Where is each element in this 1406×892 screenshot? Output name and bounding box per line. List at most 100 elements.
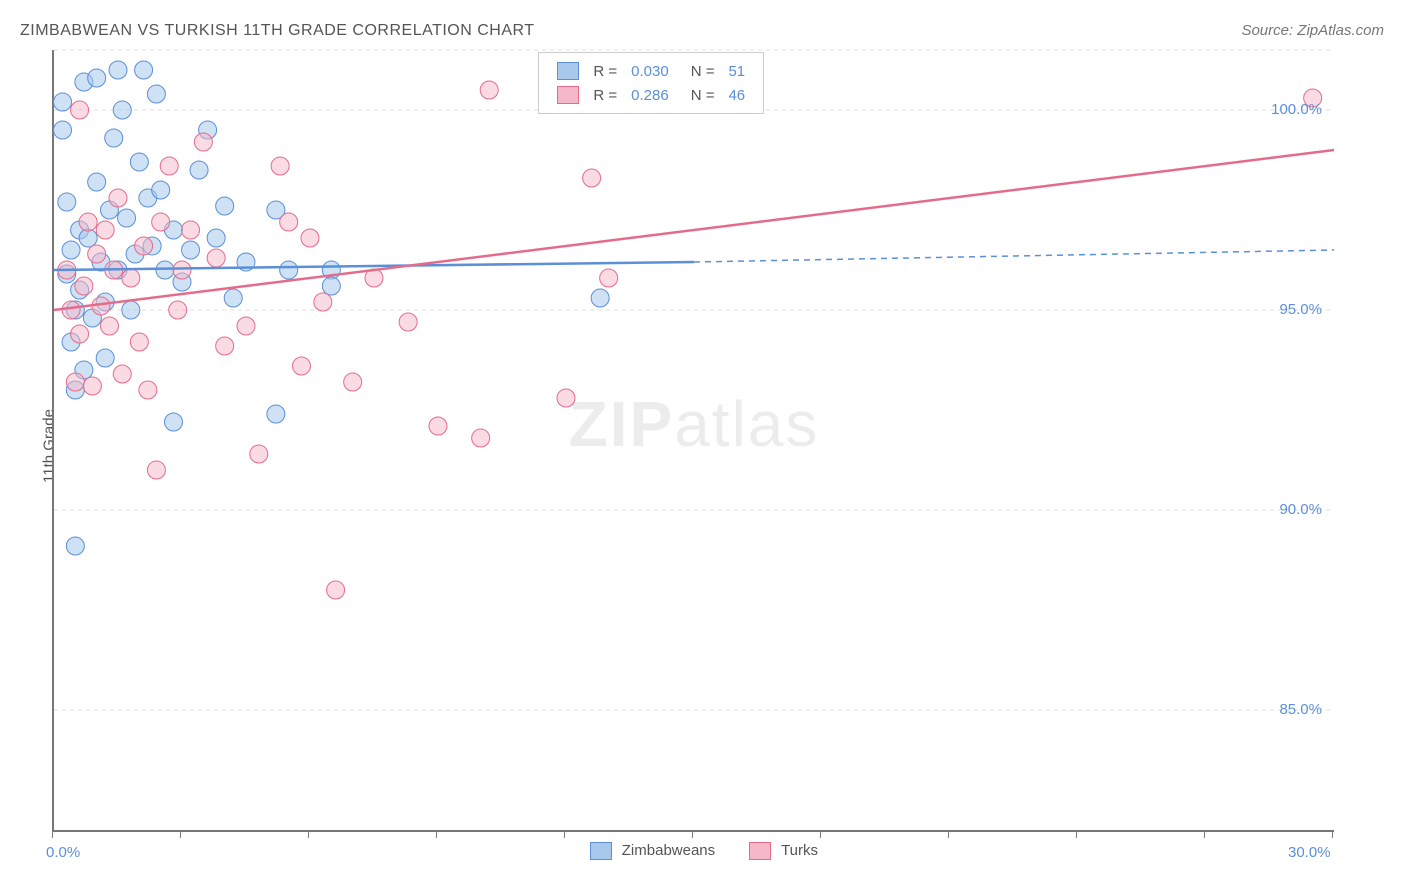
legend-stats: R =0.030N =51R =0.286N =46 [538, 52, 764, 114]
data-point [122, 301, 140, 319]
x-tick-label: 30.0% [1288, 844, 1331, 861]
x-tick-label: 0.0% [46, 844, 80, 861]
data-point [71, 325, 89, 343]
chart-title: ZIMBABWEAN VS TURKISH 11TH GRADE CORRELA… [20, 22, 535, 40]
x-tick [1204, 830, 1205, 838]
legend-series-item: Turks [749, 842, 818, 859]
y-tick-label: 95.0% [1279, 301, 1322, 318]
data-point [135, 237, 153, 255]
legend-n-value: 51 [722, 60, 751, 82]
plot-area: ZIPatlas [52, 50, 1334, 832]
data-point [216, 197, 234, 215]
data-point [71, 101, 89, 119]
data-point [147, 85, 165, 103]
data-point [600, 269, 618, 287]
data-point [122, 269, 140, 287]
legend-series-label: Zimbabweans [622, 842, 715, 859]
data-point [327, 581, 345, 599]
data-point [280, 261, 298, 279]
data-point [250, 445, 268, 463]
data-point [190, 161, 208, 179]
data-point [322, 277, 340, 295]
data-point [182, 241, 200, 259]
legend-swatch [749, 842, 771, 860]
trend-line-extrapolated [694, 250, 1334, 262]
legend-series: Zimbabweans Turks [590, 842, 852, 860]
data-point [267, 405, 285, 423]
data-point [135, 61, 153, 79]
y-tick-label: 100.0% [1271, 101, 1322, 118]
data-point [152, 181, 170, 199]
data-point [75, 277, 93, 295]
legend-n-label: N = [677, 84, 721, 106]
data-point [58, 193, 76, 211]
data-point [62, 301, 80, 319]
legend-stats-table: R =0.030N =51R =0.286N =46 [549, 58, 753, 108]
data-point [54, 93, 72, 111]
data-point [79, 229, 97, 247]
data-point [557, 389, 575, 407]
data-point [118, 209, 136, 227]
data-point [88, 69, 106, 87]
y-tick-label: 90.0% [1279, 501, 1322, 518]
data-point [88, 245, 106, 263]
x-tick [436, 830, 437, 838]
legend-series-item: Zimbabweans [590, 842, 716, 859]
data-point [109, 189, 127, 207]
data-point [105, 129, 123, 147]
data-point [130, 333, 148, 351]
legend-swatch [590, 842, 612, 860]
legend-r-value: 0.286 [625, 84, 675, 106]
data-point [591, 289, 609, 307]
x-tick [820, 830, 821, 838]
data-point [182, 221, 200, 239]
data-point [130, 153, 148, 171]
data-point [207, 229, 225, 247]
data-point [164, 413, 182, 431]
legend-stats-row: R =0.286N =46 [551, 84, 751, 106]
data-point [147, 461, 165, 479]
data-point [109, 61, 127, 79]
data-point [113, 101, 131, 119]
legend-r-label: R = [587, 84, 623, 106]
data-point [139, 381, 157, 399]
data-point [472, 429, 490, 447]
data-point [96, 221, 114, 239]
data-point [583, 169, 601, 187]
data-point [160, 157, 178, 175]
legend-n-value: 46 [722, 84, 751, 106]
legend-swatch [557, 86, 579, 104]
data-point [96, 349, 114, 367]
data-point [62, 241, 80, 259]
chart-container: ZIMBABWEAN VS TURKISH 11TH GRADE CORRELA… [0, 0, 1406, 892]
data-point [344, 373, 362, 391]
x-tick [1076, 830, 1077, 838]
x-tick [948, 830, 949, 838]
data-point [156, 261, 174, 279]
legend-r-value: 0.030 [625, 60, 675, 82]
data-point [83, 377, 101, 395]
scatter-plot-svg [54, 50, 1334, 830]
data-point [173, 261, 191, 279]
data-point [79, 213, 97, 231]
legend-stats-row: R =0.030N =51 [551, 60, 751, 82]
data-point [429, 417, 447, 435]
data-point [280, 213, 298, 231]
data-point [66, 537, 84, 555]
data-point [88, 173, 106, 191]
data-point [399, 313, 417, 331]
data-point [237, 317, 255, 335]
data-point [301, 229, 319, 247]
data-point [169, 301, 187, 319]
data-point [194, 133, 212, 151]
data-point [271, 157, 289, 175]
legend-r-label: R = [587, 60, 623, 82]
data-point [480, 81, 498, 99]
legend-series-label: Turks [781, 842, 818, 859]
x-tick [564, 830, 565, 838]
data-point [314, 293, 332, 311]
x-tick [52, 830, 53, 838]
y-tick-label: 85.0% [1279, 701, 1322, 718]
x-tick [1332, 830, 1333, 838]
data-point [207, 249, 225, 267]
